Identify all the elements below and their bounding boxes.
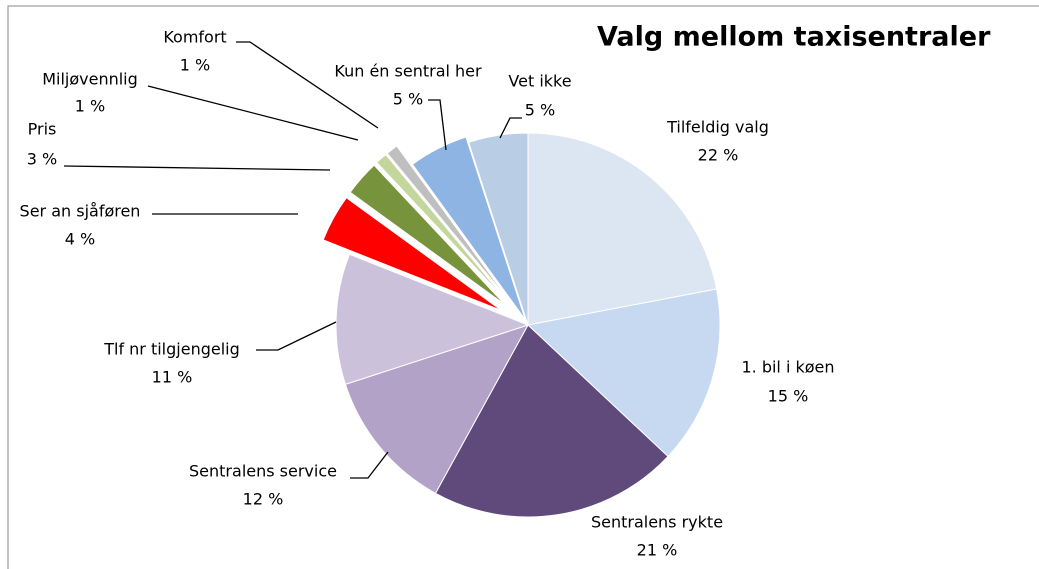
slice-label: Pris bbox=[28, 120, 57, 139]
leader-line bbox=[147, 85, 359, 141]
slice-label: Sentralens rykte bbox=[591, 513, 723, 532]
pie-slice bbox=[335, 253, 530, 385]
leader-line bbox=[428, 99, 447, 151]
slice-value-label: 1 % bbox=[75, 97, 105, 116]
leader-line bbox=[350, 451, 389, 479]
slice-value-label: 22 % bbox=[698, 146, 739, 165]
slice-value-label: 12 % bbox=[243, 490, 284, 509]
pie-slice bbox=[386, 145, 511, 302]
leader-line bbox=[256, 321, 337, 351]
slice-value-label: 3 % bbox=[27, 150, 57, 169]
slice-label: Komfort bbox=[163, 28, 226, 47]
leader-line bbox=[236, 41, 379, 129]
pie-slice bbox=[527, 132, 718, 326]
slice-value-label: 1 % bbox=[180, 56, 210, 75]
leader-line bbox=[63, 165, 331, 171]
slice-label: Ser an sjåføren bbox=[20, 202, 141, 221]
slice-label: Tilfeldig valg bbox=[666, 118, 769, 137]
slice-label: Kun én sentral her bbox=[334, 62, 482, 81]
pie-slice bbox=[526, 288, 721, 458]
slice-label: Tlf nr tilgjengelig bbox=[103, 340, 240, 359]
pie-slice bbox=[322, 196, 503, 312]
slice-label: 1. bil i køen bbox=[741, 358, 834, 377]
pie-slice bbox=[349, 164, 506, 306]
pie-slice bbox=[468, 132, 529, 326]
leader-line bbox=[499, 117, 522, 139]
slice-value-label: 11 % bbox=[152, 368, 193, 387]
pie-slice bbox=[434, 324, 669, 518]
pie-slice bbox=[411, 136, 526, 320]
slice-value-label: 5 % bbox=[525, 101, 555, 120]
slice-value-label: 21 % bbox=[637, 541, 678, 560]
pie-slice bbox=[344, 324, 530, 494]
slice-value-label: 15 % bbox=[768, 387, 809, 406]
slice-label: Miljøvennlig bbox=[42, 70, 138, 89]
slice-value-label: 5 % bbox=[393, 90, 423, 109]
slice-label: Sentralens service bbox=[189, 462, 337, 481]
pie-slice bbox=[376, 153, 509, 303]
slice-label: Vet ikke bbox=[508, 72, 571, 91]
slice-value-label: 4 % bbox=[65, 230, 95, 249]
chart-title: Valg mellom taxisentraler bbox=[597, 22, 991, 53]
